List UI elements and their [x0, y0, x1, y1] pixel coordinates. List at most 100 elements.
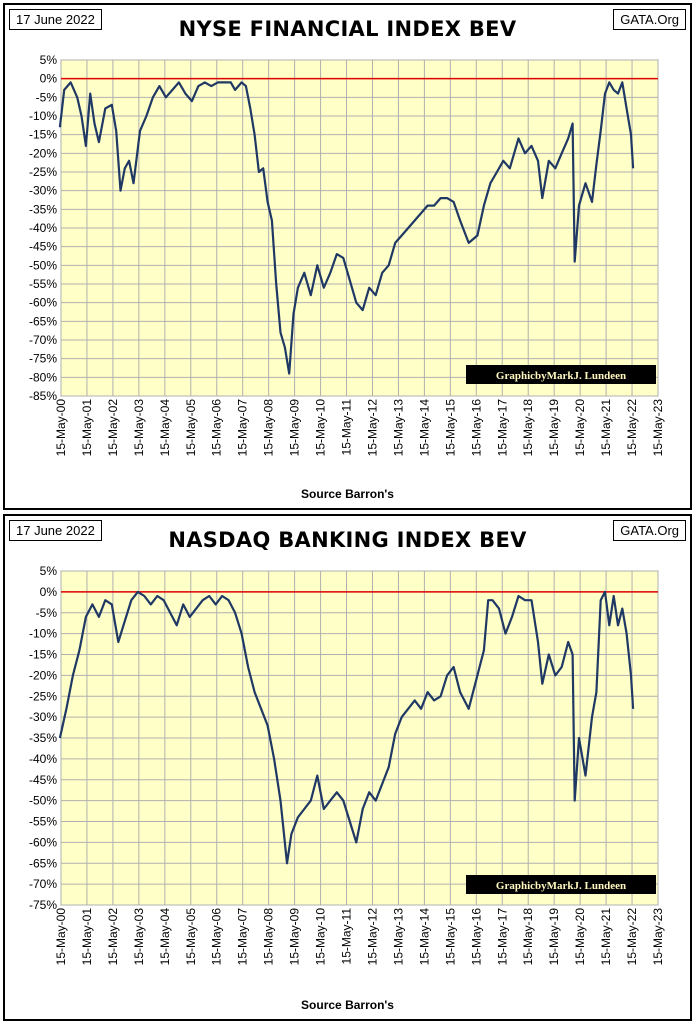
y-tick-label: -40%	[29, 752, 57, 766]
x-tick-label: 15-May-01	[80, 908, 94, 966]
bev-series-line	[58, 590, 635, 865]
x-tick-label: 15-May-06	[210, 908, 224, 966]
y-tick-label: -50%	[29, 794, 57, 808]
x-tick-label: 15-May-08	[262, 399, 276, 457]
chart-title: NASDAQ BANKING INDEX BEV	[168, 528, 527, 552]
y-tick-label: 5%	[40, 564, 58, 578]
x-tick-label: 15-May-12	[365, 908, 379, 966]
date-label: 17 June 2022	[9, 9, 102, 30]
credit-box	[466, 875, 656, 894]
x-tick-label: 15-May-12	[365, 399, 379, 457]
x-tick-label: 15-May-05	[184, 399, 198, 457]
x-tick-label: 15-May-08	[262, 908, 276, 966]
y-tick-label: -80%	[29, 370, 57, 384]
y-tick-label: -65%	[29, 314, 57, 328]
y-tick-label: -20%	[29, 668, 57, 682]
x-tick-label: 15-May-17	[495, 908, 509, 966]
x-tick-label: 15-May-02	[106, 908, 120, 966]
x-tick-label: 15-May-09	[288, 399, 302, 457]
date-label: 17 June 2022	[9, 520, 102, 541]
credit-text: GraphicbyMarkJ. Lundeen	[496, 370, 626, 382]
y-tick-label: -40%	[29, 221, 57, 235]
y-tick-label: -5%	[36, 606, 58, 620]
y-tick-label: -50%	[29, 258, 57, 272]
x-tick-label: 15-May-23	[651, 399, 665, 457]
y-tick-label: -60%	[29, 296, 57, 310]
x-tick-label: 15-May-04	[158, 908, 172, 966]
x-tick-label: 15-May-13	[391, 399, 405, 457]
y-tick-label: -15%	[29, 648, 57, 662]
y-tick-label: -5%	[36, 90, 58, 104]
x-tick-label: 15-May-04	[158, 399, 172, 457]
x-tick-label: 15-May-06	[210, 399, 224, 457]
x-tick-label: 15-May-01	[80, 399, 94, 457]
source-label: Source Barron's	[301, 998, 394, 1012]
nyse-chart-svg: 5% 0% -5% -10% -15% -20% -25% -30% -35% -40% -45% -…	[29, 53, 665, 457]
y-tick-label: -20%	[29, 146, 57, 160]
x-tick-label: 15-May-22	[625, 399, 639, 457]
y-tick-label: -70%	[29, 877, 57, 891]
x-tick-label: 15-May-21	[599, 908, 613, 966]
x-tick-label: 15-May-23	[651, 908, 665, 966]
x-tick-label: 15-May-05	[184, 908, 198, 966]
y-tick-label: -75%	[29, 898, 57, 912]
y-tick-label: -10%	[29, 627, 57, 641]
x-tick-label: 15-May-00	[54, 399, 68, 457]
x-tick-label: 15-May-10	[314, 399, 328, 457]
bev-series-line	[58, 81, 635, 375]
y-tick-label: -10%	[29, 109, 57, 123]
x-tick-label: 15-May-11	[340, 908, 354, 965]
y-tick-label: 0%	[40, 72, 58, 86]
x-tick-label: 15-May-14	[417, 399, 431, 457]
x-tick-label: 15-May-19	[547, 908, 561, 966]
y-tick-label: 0%	[40, 585, 58, 599]
y-tick-label: -55%	[29, 277, 57, 291]
x-tick-label: 15-May-21	[599, 399, 613, 457]
x-tick-label: 15-May-09	[288, 908, 302, 966]
x-tick-label: 15-May-03	[132, 908, 146, 966]
x-tick-label: 15-May-10	[314, 908, 328, 966]
x-tick-label: 15-May-13	[391, 908, 405, 966]
y-tick-label: -25%	[29, 689, 57, 703]
x-tick-label: 15-May-20	[573, 908, 587, 966]
x-tick-label: 15-May-11	[340, 399, 354, 456]
y-tick-label: -85%	[29, 389, 57, 403]
x-tick-label: 15-May-07	[236, 908, 250, 966]
chart-title: NYSE FINANCIAL INDEX BEV	[178, 17, 517, 41]
x-tick-label: 15-May-16	[469, 908, 483, 966]
x-tick-label: 15-May-18	[521, 908, 535, 966]
credit-text: GraphicbyMarkJ. Lundeen	[496, 880, 626, 892]
site-label: GATA.Org	[613, 9, 686, 30]
site-label: GATA.Org	[613, 520, 686, 541]
x-tick-label: 15-May-00	[54, 908, 68, 966]
x-tick-label: 15-May-17	[495, 399, 509, 457]
y-tick-label: -45%	[29, 773, 57, 787]
y-tick-label: -30%	[29, 710, 57, 724]
y-tick-label: -35%	[29, 202, 57, 216]
x-tick-label: 15-May-19	[547, 399, 561, 457]
y-tick-label: -30%	[29, 184, 57, 198]
nyse-chart-panel: 17 June 2022 GATA.Org NYSE FINANCIAL IND…	[3, 3, 692, 510]
y-tick-label: -75%	[29, 352, 57, 366]
y-tick-label: -15%	[29, 128, 57, 142]
x-tick-label: 15-May-02	[106, 399, 120, 457]
y-tick-label: -65%	[29, 856, 57, 870]
x-tick-label: 15-May-07	[236, 399, 250, 457]
x-tick-label: 15-May-16	[469, 399, 483, 457]
x-tick-label: 15-May-03	[132, 399, 146, 457]
x-tick-label: 15-May-15	[443, 908, 457, 966]
nasdaq-chart-svg: 5% 0% -5% -10% -15% -20% -25% -30% -35% -40% -45% -…	[29, 564, 665, 966]
y-tick-label: -35%	[29, 731, 57, 745]
y-tick-label: -60%	[29, 835, 57, 849]
y-tick-label: 5%	[40, 53, 58, 67]
x-tick-label: 15-May-22	[625, 908, 639, 966]
source-label: Source Barron's	[301, 487, 394, 501]
y-tick-label: -25%	[29, 165, 57, 179]
y-tick-label: -70%	[29, 333, 57, 347]
y-tick-label: -45%	[29, 240, 57, 254]
credit-box	[466, 365, 656, 384]
nasdaq-chart-panel: 17 June 2022 GATA.Org NASDAQ BANKING IND…	[3, 514, 692, 1021]
x-tick-label: 15-May-18	[521, 399, 535, 457]
y-tick-label: -55%	[29, 815, 57, 829]
x-tick-label: 15-May-20	[573, 399, 587, 457]
